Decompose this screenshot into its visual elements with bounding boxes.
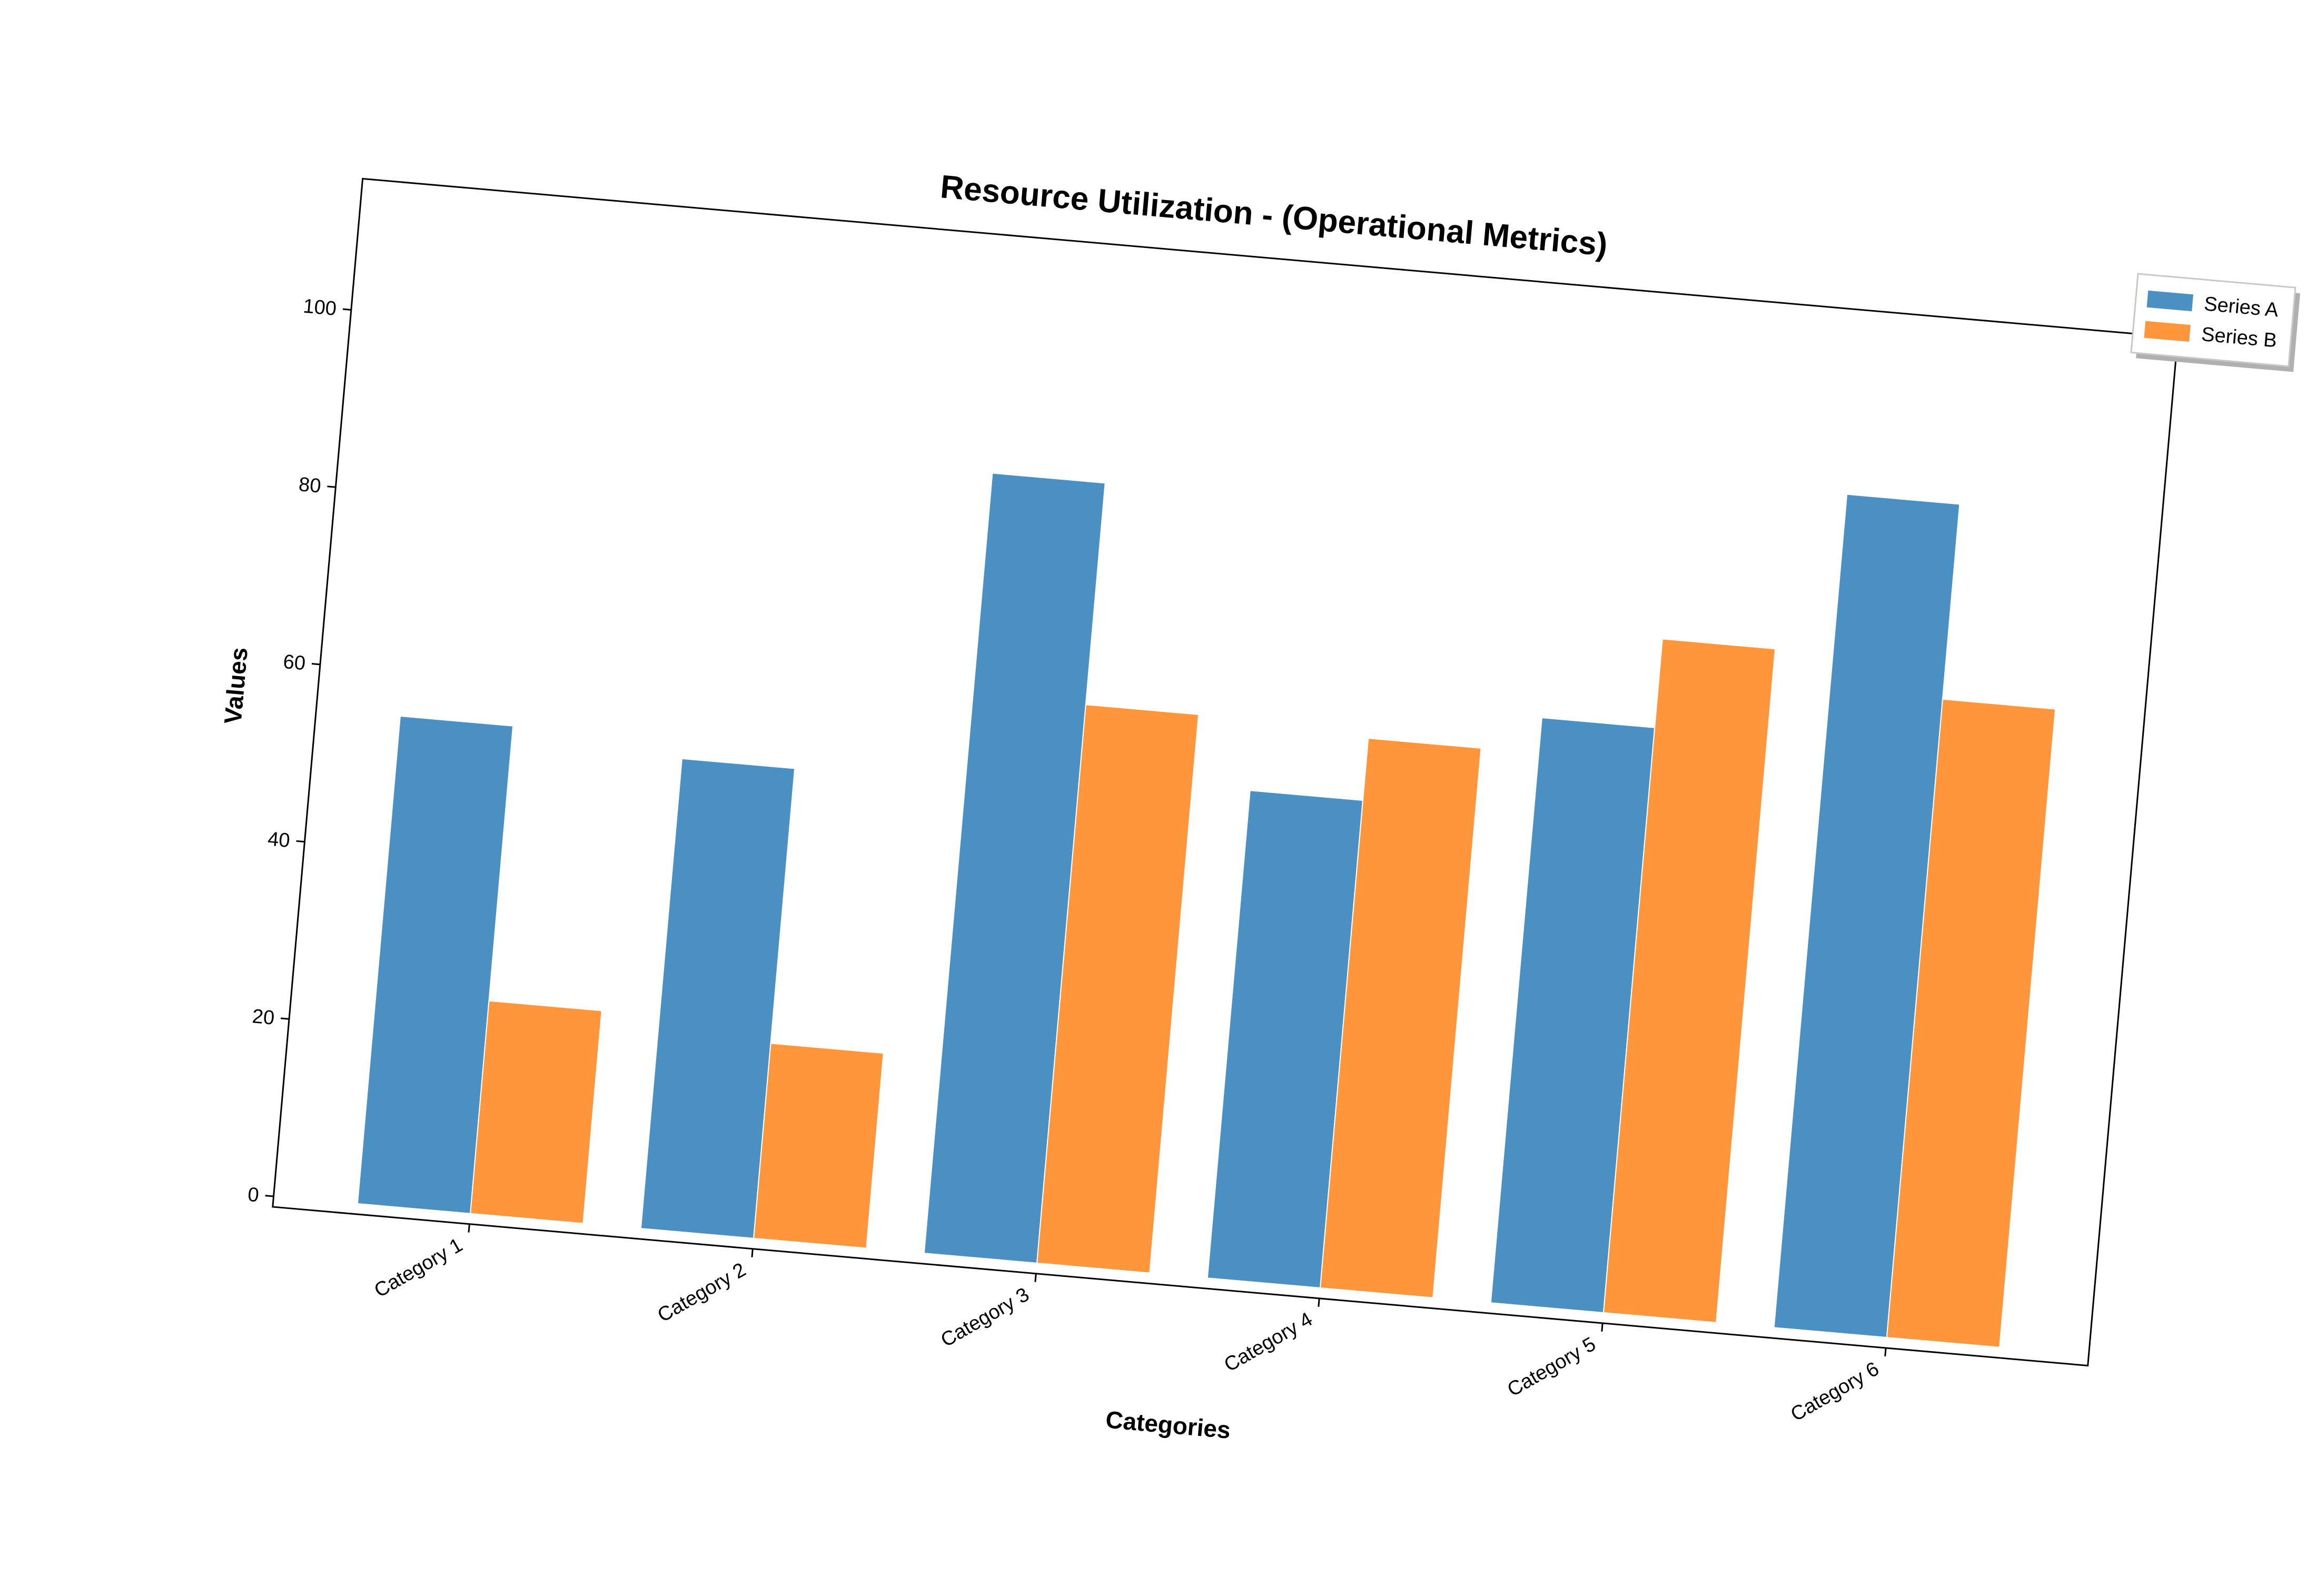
y-tick-mark xyxy=(311,662,321,666)
x-tick-mark xyxy=(1884,1347,1887,1357)
legend-swatch-series-b xyxy=(2144,321,2191,342)
bar-series-b-3 xyxy=(1036,704,1200,1274)
y-tick-mark xyxy=(342,308,351,311)
y-tick-label: 100 xyxy=(302,295,338,320)
bar-series-b-2 xyxy=(753,1043,884,1249)
y-axis-title: Values xyxy=(219,646,253,725)
x-tick-mark xyxy=(1034,1273,1037,1282)
x-tick-label: Category 2 xyxy=(654,1258,750,1326)
legend-swatch-series-a xyxy=(2146,290,2193,312)
bars-layer xyxy=(357,472,2056,1348)
x-tick-label: Category 3 xyxy=(937,1283,1033,1351)
bar-series-b-4 xyxy=(1319,737,1482,1298)
x-tick-mark xyxy=(751,1248,754,1257)
x-tick-label: Category 4 xyxy=(1221,1308,1317,1376)
y-tick-label: 80 xyxy=(298,473,322,498)
y-tick-label: 60 xyxy=(282,651,306,675)
bar-series-b-6 xyxy=(1886,698,2056,1348)
bar-series-b-1 xyxy=(470,1000,602,1224)
y-tick-label: 40 xyxy=(267,828,291,852)
x-tick-label: Category 5 xyxy=(1504,1333,1600,1401)
y-axis: 0 20 40 60 80 100 xyxy=(247,295,351,1207)
x-axis-title: Categories xyxy=(1105,1405,1232,1444)
y-tick-label: 0 xyxy=(247,1184,260,1207)
bar-series-a-2 xyxy=(640,758,796,1239)
x-tick-label: Category 1 xyxy=(371,1234,467,1302)
bar-series-b-5 xyxy=(1602,638,1776,1323)
chart-rotated-group: 0 20 40 60 80 100 Category 1 Category 2 Categor… xyxy=(219,168,2179,1444)
y-tick-label: 20 xyxy=(251,1005,275,1029)
y-tick-mark xyxy=(280,1017,290,1020)
x-tick-label: Category 6 xyxy=(1787,1358,1883,1426)
bar-series-a-1 xyxy=(357,715,514,1214)
